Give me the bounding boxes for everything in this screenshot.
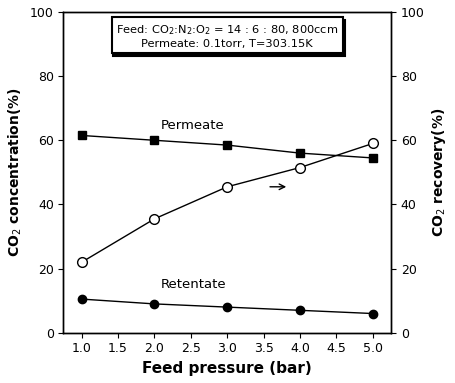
- Recovery: [370, 141, 375, 146]
- Retentate: [224, 305, 230, 309]
- Y-axis label: CO$_2$ recovery(%): CO$_2$ recovery(%): [430, 108, 448, 237]
- Text: Feed: CO$_2$:N$_2$:O$_2$ = 14 : 6 : 80, 800ccm
Permeate: 0.1torr, T=303.15K: Feed: CO$_2$:N$_2$:O$_2$ = 14 : 6 : 80, …: [116, 23, 339, 49]
- Permeate: [152, 138, 157, 142]
- Permeate: [370, 155, 375, 160]
- Recovery: [79, 260, 85, 265]
- Recovery: [297, 165, 303, 170]
- Line: Permeate: Permeate: [77, 131, 377, 162]
- Text: Permeate: Permeate: [160, 119, 224, 132]
- Permeate: [297, 151, 303, 155]
- Retentate: [297, 308, 303, 313]
- Recovery: [152, 216, 157, 221]
- Permeate: [224, 143, 230, 147]
- Text: Retentate: Retentate: [160, 278, 226, 291]
- Line: Retentate: Retentate: [77, 295, 377, 318]
- Retentate: [152, 301, 157, 306]
- Retentate: [370, 311, 375, 316]
- Retentate: [79, 297, 85, 301]
- X-axis label: Feed pressure (bar): Feed pressure (bar): [142, 361, 312, 376]
- Recovery: [224, 185, 230, 189]
- Text: Feed: CO$_2$:N$_2$:O$_2$ = 14 : 6 : 80, 800ccm
Permeate: 0.1torr, T=303.15K: Feed: CO$_2$:N$_2$:O$_2$ = 14 : 6 : 80, …: [118, 26, 340, 52]
- Y-axis label: CO$_2$ concentration(%): CO$_2$ concentration(%): [7, 88, 25, 257]
- Line: Recovery: Recovery: [77, 139, 378, 267]
- Permeate: [79, 133, 85, 138]
